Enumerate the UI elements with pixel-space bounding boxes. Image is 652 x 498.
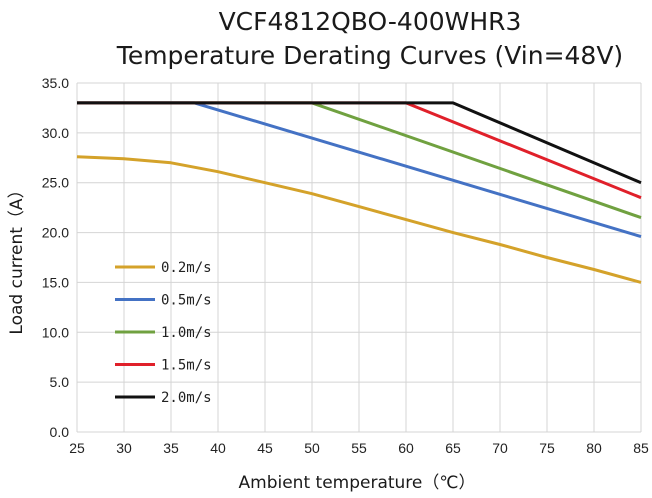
x-tick-label: 30 bbox=[116, 440, 132, 456]
legend: 0.2m/s 0.5m/s 1.0m/s 1.5m/s 2.0m/s bbox=[115, 260, 212, 406]
x-tick-label: 70 bbox=[492, 440, 508, 456]
x-tick-label: 40 bbox=[210, 440, 226, 456]
chart-title: VCF4812QBO-400WHR3 bbox=[219, 7, 522, 36]
y-axis-ticks: 0.0 5.0 10.0 15.0 20.0 25.0 30.0 35.0 bbox=[42, 75, 69, 440]
y-tick-label: 10.0 bbox=[42, 324, 69, 340]
chart-subtitle: Temperature Derating Curves (Vin=48V) bbox=[116, 41, 623, 70]
series-line-20ms bbox=[77, 101, 642, 185]
y-axis-label: Load current（A） bbox=[7, 181, 27, 334]
x-tick-label: 65 bbox=[445, 440, 461, 456]
x-tick-label: 85 bbox=[633, 440, 649, 456]
x-tick-label: 45 bbox=[257, 440, 273, 456]
series-lines bbox=[76, 101, 642, 284]
legend-label: 2.0m/s bbox=[161, 390, 212, 406]
legend-label: 1.0m/s bbox=[161, 325, 212, 341]
series-line-02ms bbox=[76, 155, 642, 284]
x-tick-label: 55 bbox=[351, 440, 367, 456]
y-tick-label: 20.0 bbox=[42, 225, 69, 241]
legend-label: 0.5m/s bbox=[161, 293, 212, 309]
x-tick-label: 25 bbox=[69, 440, 85, 456]
y-tick-label: 25.0 bbox=[42, 175, 69, 191]
legend-label: 1.5m/s bbox=[161, 358, 212, 374]
x-tick-label: 75 bbox=[539, 440, 555, 456]
y-tick-label: 0.0 bbox=[50, 424, 70, 440]
y-tick-label: 30.0 bbox=[42, 125, 69, 141]
legend-label: 0.2m/s bbox=[161, 260, 212, 276]
y-tick-label: 5.0 bbox=[50, 374, 70, 390]
grid bbox=[76, 82, 642, 433]
y-tick-label: 15.0 bbox=[42, 274, 69, 290]
y-tick-label: 35.0 bbox=[42, 75, 69, 91]
x-tick-label: 50 bbox=[304, 440, 320, 456]
x-axis-ticks: 25 30 35 40 45 50 55 60 65 70 75 80 85 bbox=[69, 440, 649, 456]
x-tick-label: 80 bbox=[586, 440, 602, 456]
x-tick-label: 35 bbox=[163, 440, 179, 456]
x-axis-label: Ambient temperature（℃） bbox=[239, 473, 476, 493]
x-tick-label: 60 bbox=[398, 440, 414, 456]
